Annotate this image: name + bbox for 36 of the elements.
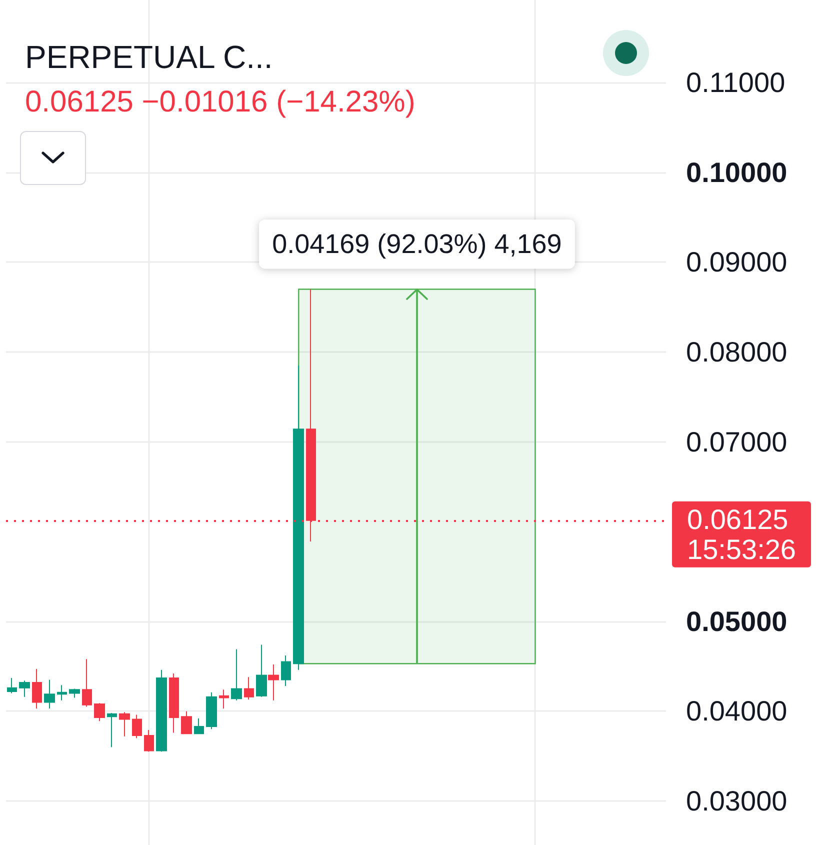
candlestick — [144, 730, 154, 752]
candlestick — [194, 718, 204, 734]
candlestick — [19, 680, 30, 698]
candlestick — [281, 655, 291, 687]
candlestick — [132, 714, 142, 739]
candlestick — [119, 712, 130, 737]
candlestick — [44, 679, 55, 710]
y-tick-label: 0.11000 — [686, 67, 786, 98]
y-tick-label: 0.04000 — [686, 696, 788, 727]
y-tick-label: 0.03000 — [686, 786, 788, 816]
y-tick-label: 0.10000 — [686, 156, 788, 188]
candlestick — [107, 712, 117, 748]
y-tick-label: 0.08000 — [686, 336, 788, 368]
candlestick — [231, 648, 242, 701]
candlestick — [69, 688, 80, 698]
candlestick — [293, 364, 304, 670]
candlestick — [82, 658, 92, 708]
y-tick-label: 0.05000 — [686, 606, 788, 637]
candlestick — [7, 677, 17, 694]
candlestick — [256, 644, 267, 698]
y-tick-label: 0.09000 — [686, 246, 788, 278]
text: 0.06125 −0.01016 (−14.23%) — [25, 86, 416, 118]
candlestick — [206, 692, 217, 730]
candlestick — [32, 668, 42, 710]
candlestick — [94, 702, 105, 722]
candlestick — [156, 669, 167, 752]
candlestick — [57, 684, 67, 701]
text: PERPETUAL C... — [25, 39, 273, 75]
candlestick — [181, 710, 192, 734]
candlestick — [244, 676, 254, 700]
candlestick — [219, 689, 229, 710]
band-label: 0.04169 (92.03%) 4,169 — [272, 229, 562, 260]
candlestick — [268, 664, 279, 701]
candlestick — [169, 672, 179, 734]
ref-line-label: 0.06125 15:53:26 — [687, 504, 796, 565]
y-tick-label: 0.07000 — [686, 426, 788, 458]
